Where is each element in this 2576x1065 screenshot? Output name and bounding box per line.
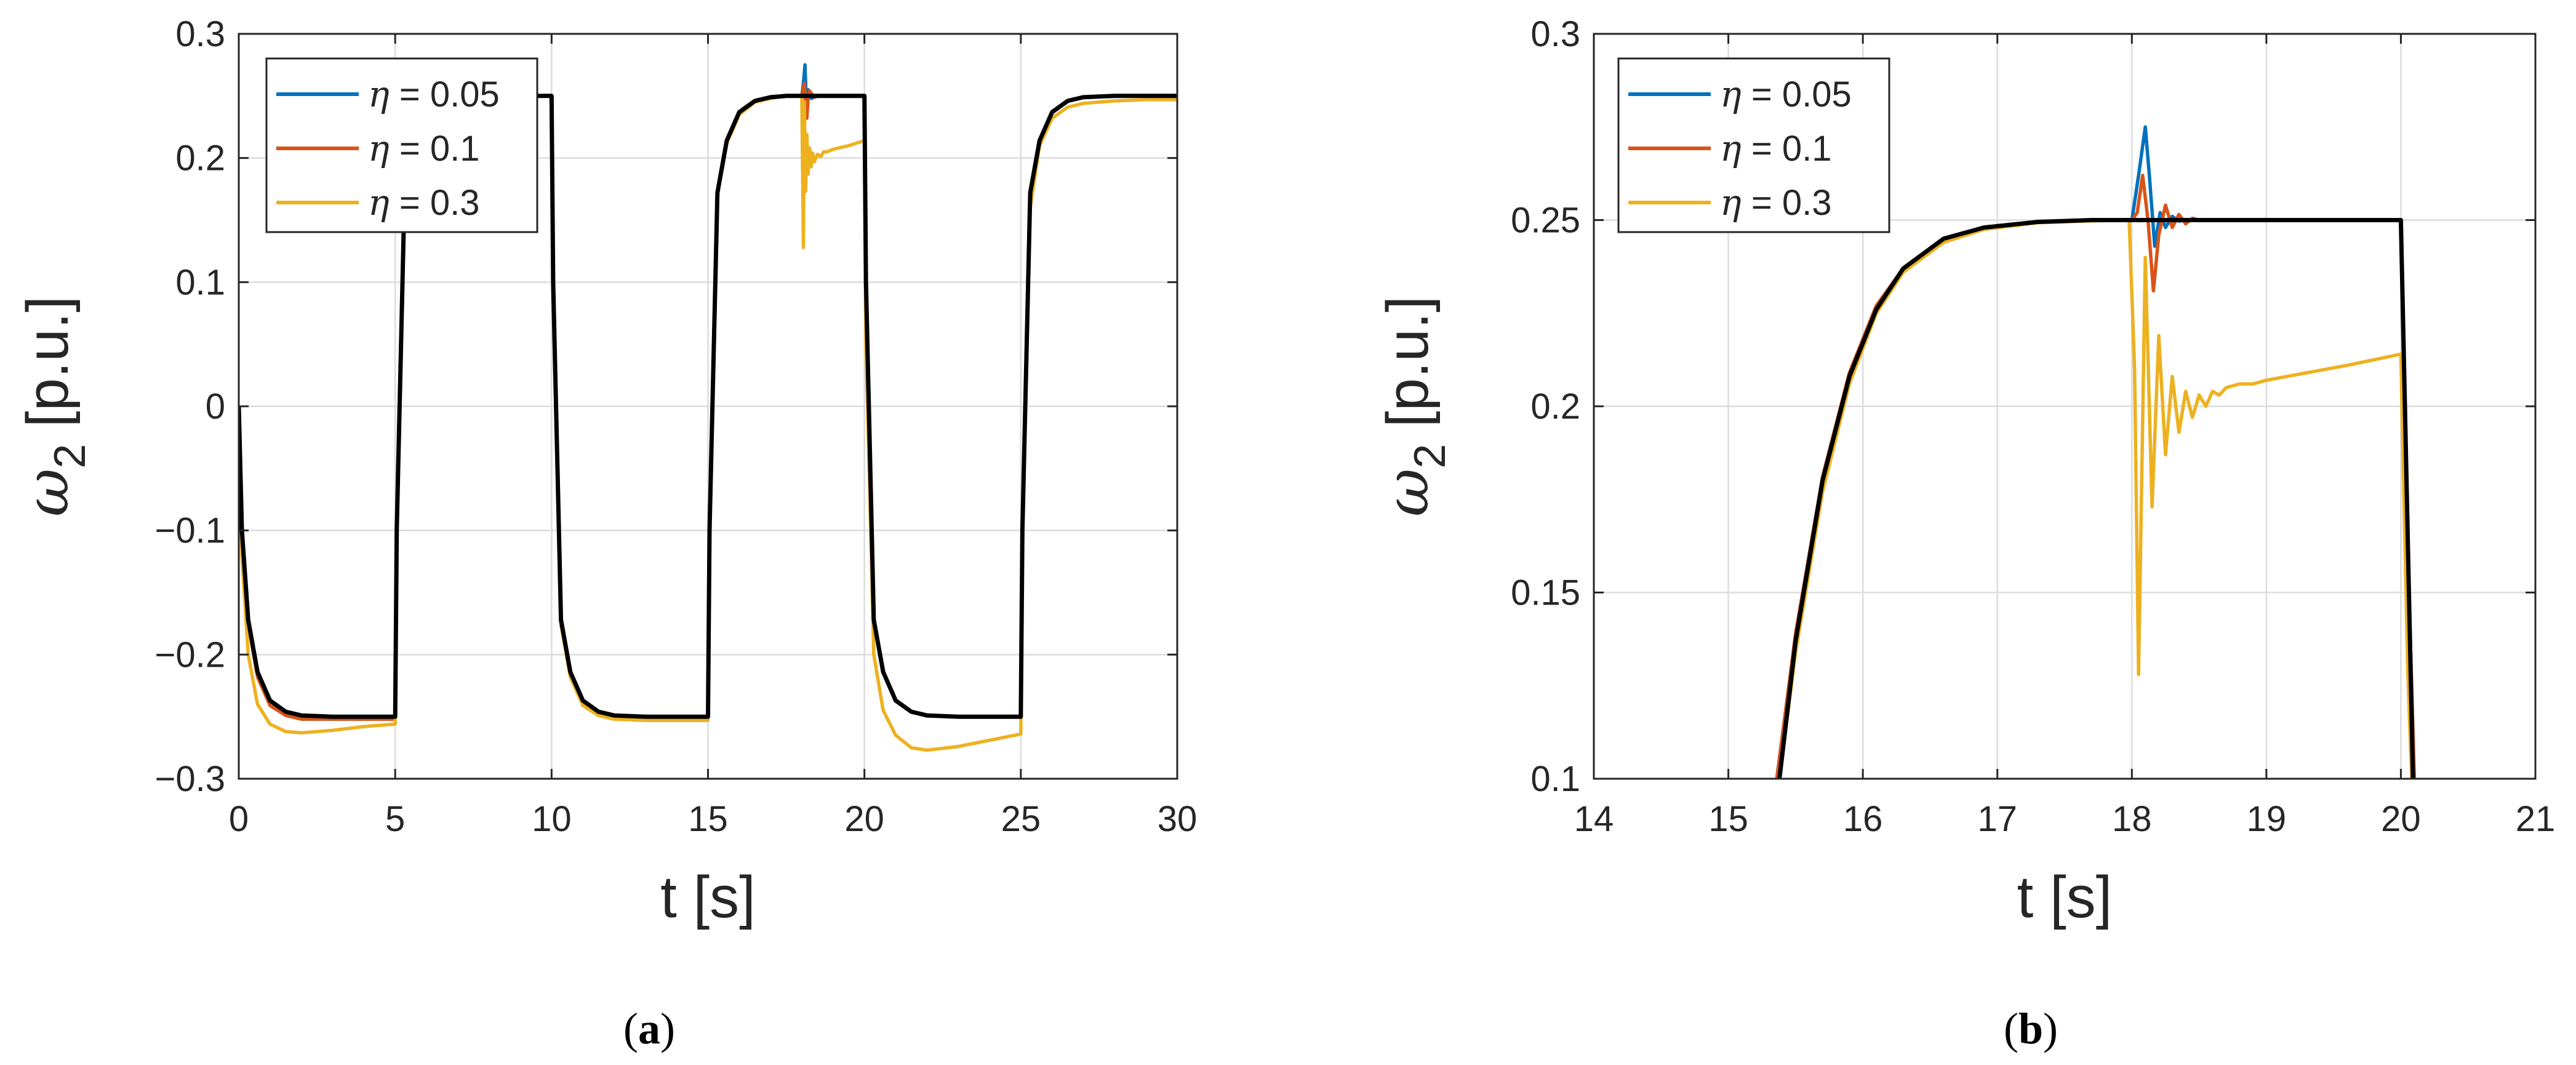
y-tick-label: 0.15 xyxy=(1511,573,1580,613)
panel-label: (a) xyxy=(623,1004,675,1053)
chart-panel-b: 14 15 16 17 18 19 20 21 0.1 0.15 0.2 0.25 0.3 t [s] ω2… xyxy=(1373,14,2555,1053)
legend-entry-symbol: η xyxy=(368,73,390,115)
legend-entry-value: = 0.1 xyxy=(390,129,480,169)
x-tick-label: 15 xyxy=(688,799,728,839)
y-axis-label-symbol: ω xyxy=(1373,468,1442,516)
panel-label-letter: a xyxy=(638,1004,660,1053)
panel-label-open-paren: ( xyxy=(623,1004,638,1053)
series-group xyxy=(239,63,1177,752)
legend-entry-label: η = 0.1 xyxy=(1720,127,1831,169)
x-axis-label: t [s] xyxy=(660,864,756,930)
x-tick-label: 15 xyxy=(1708,799,1748,839)
panel-label-open-paren: ( xyxy=(2004,1004,2018,1053)
x-tick-label: 16 xyxy=(1843,799,1883,839)
legend-entry-symbol: η xyxy=(1720,73,1742,115)
x-tick-label: 20 xyxy=(844,799,884,839)
legend-entry-symbol: η xyxy=(1720,182,1742,223)
x-tick-label: 21 xyxy=(2516,799,2556,839)
y-tick-label: 0.2 xyxy=(175,139,225,179)
legend-entry-symbol: η xyxy=(368,127,390,169)
y-tick-label: 0.2 xyxy=(1530,387,1580,427)
legend-entry-label: η = 0.05 xyxy=(1720,73,1852,115)
x-tick-label: 18 xyxy=(2112,799,2152,839)
x-axis-label: t [s] xyxy=(2017,864,2113,930)
legend-entry-label: η = 0.3 xyxy=(368,182,479,223)
chart-panel-a: 0 5 10 15 20 25 30 −0.3 −0.2 −0.1 0 0.1 0.2 0.3 t [s] ω… xyxy=(13,14,1197,1053)
series-line-eta-0-3 xyxy=(1777,218,2414,779)
legend-entry-label: η = 0.3 xyxy=(1720,182,1831,223)
legend-entry-symbol: η xyxy=(368,182,390,223)
y-tick-label: −0.1 xyxy=(155,511,226,551)
panel-label-close-paren: ) xyxy=(2043,1004,2058,1053)
y-axis-label-subscript: 2 xyxy=(46,444,95,468)
y-axis-label-subscript: 2 xyxy=(1406,444,1455,468)
legend-entry-label: η = 0.05 xyxy=(368,73,500,115)
series-group xyxy=(1775,125,2417,779)
y-tick-label: −0.2 xyxy=(155,635,226,675)
panel-label: (b) xyxy=(2004,1004,2058,1053)
legend-entry-value: = 0.05 xyxy=(390,74,500,115)
legend: η = 0.05η = 0.1η = 0.3 xyxy=(1617,57,1890,233)
legend-entry-symbol: η xyxy=(1720,127,1742,169)
legend-entry-value: = 0.05 xyxy=(1742,74,1852,115)
y-tick-label: −0.3 xyxy=(155,759,226,799)
legend-entry-value: = 0.3 xyxy=(1742,183,1832,223)
y-axis-label-unit: [p.u.] xyxy=(1375,296,1441,444)
legend-entry-value: = 0.3 xyxy=(390,183,480,223)
x-tick-label: 30 xyxy=(1158,799,1198,839)
y-axis-label: ω2 [p.u.] xyxy=(1373,296,1455,516)
y-tick-label: 0.3 xyxy=(175,14,225,54)
reference-series-line xyxy=(1777,218,2415,779)
y-tick-label: 0.25 xyxy=(1511,201,1580,241)
panel-label-close-paren: ) xyxy=(660,1004,675,1053)
y-tick-label: 0.1 xyxy=(175,262,225,302)
x-tick-label: 19 xyxy=(2247,799,2287,839)
y-tick-label: 0.1 xyxy=(1530,759,1580,799)
x-tick-label: 5 xyxy=(385,799,405,839)
x-tick-label: 14 xyxy=(1574,799,1614,839)
y-axis-label: ω2 [p.u.] xyxy=(13,296,95,516)
y-axis-label-symbol: ω xyxy=(13,468,82,516)
y-tick-label: 0.3 xyxy=(1530,14,1580,54)
x-tick-label: 0 xyxy=(229,799,249,839)
x-tick-label: 10 xyxy=(532,799,572,839)
panel-label-letter: b xyxy=(2018,1004,2043,1053)
reference-series-line xyxy=(239,94,1177,719)
legend: η = 0.05η = 0.1η = 0.3 xyxy=(265,57,538,233)
legend-entry-value: = 0.1 xyxy=(1742,129,1832,169)
y-tick-label: 0 xyxy=(206,387,225,427)
x-tick-label: 20 xyxy=(2381,799,2421,839)
legend-entry-label: η = 0.1 xyxy=(368,127,479,169)
x-tick-label: 17 xyxy=(1977,799,2017,839)
y-axis-label-unit: [p.u.] xyxy=(15,296,81,444)
x-tick-label: 25 xyxy=(1001,799,1041,839)
